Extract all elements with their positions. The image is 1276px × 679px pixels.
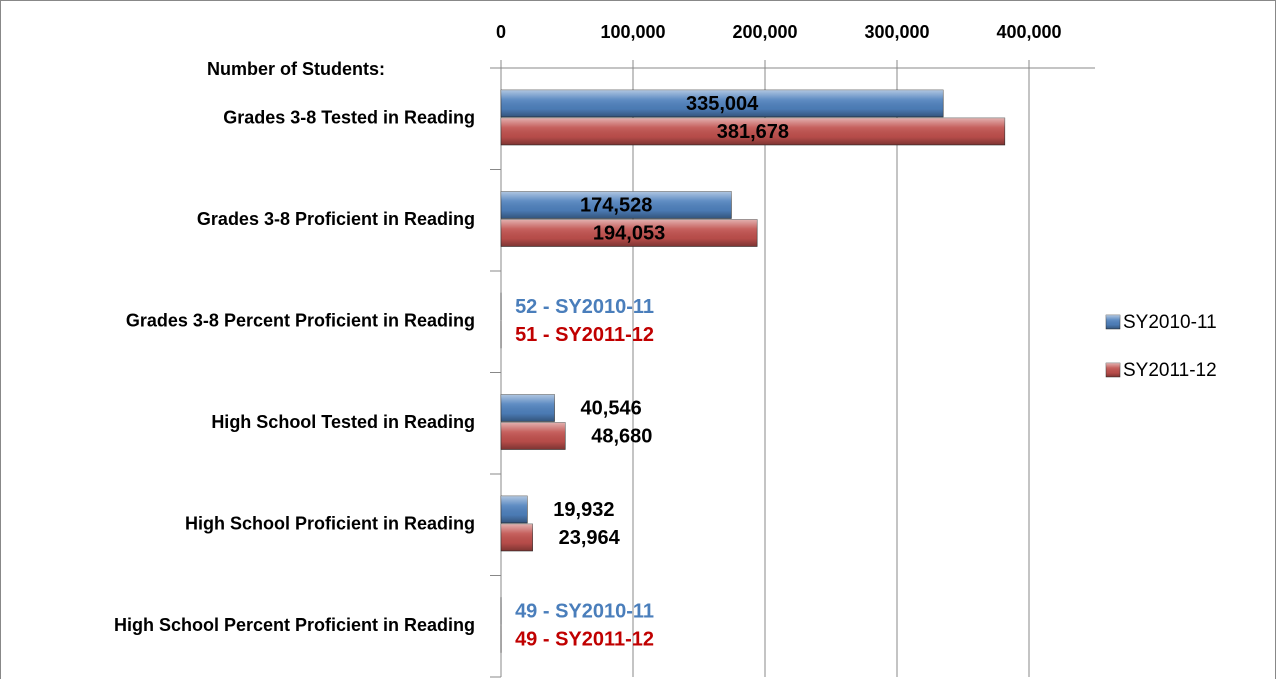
bar-shine xyxy=(501,118,1005,145)
x-tick-label: 400,000 xyxy=(996,22,1061,42)
bar-shine xyxy=(501,219,758,247)
data-label: 23,964 xyxy=(559,527,621,549)
data-label: 174,528 xyxy=(580,194,652,216)
bar-shine xyxy=(501,496,528,523)
axis-title: Number of Students: xyxy=(207,59,385,79)
data-label: 52 - SY2010-11 xyxy=(515,296,654,318)
legend-label: SY2010-11 xyxy=(1123,312,1217,333)
bar-shine xyxy=(501,422,566,450)
legend-shine xyxy=(1106,363,1120,377)
data-label: 19,932 xyxy=(553,499,614,521)
bar-shine xyxy=(501,524,533,551)
data-label: 335,004 xyxy=(686,93,759,115)
data-label: 381,678 xyxy=(717,121,789,143)
bar-shine xyxy=(501,191,732,219)
bar-shine xyxy=(501,90,944,117)
data-label: 48,680 xyxy=(591,425,652,447)
y-tick-label: Grades 3-8 Percent Proficient in Reading xyxy=(126,311,475,331)
y-tick-label: High School Tested in Reading xyxy=(211,412,475,432)
x-tick-label: 300,000 xyxy=(864,22,929,42)
x-tick-label: 200,000 xyxy=(732,22,797,42)
legend-shine xyxy=(1106,315,1120,329)
data-label: 194,053 xyxy=(593,222,665,244)
data-label: 40,546 xyxy=(581,397,642,419)
data-label: 51 - SY2011-12 xyxy=(515,324,654,346)
x-tick-label: 100,000 xyxy=(600,22,665,42)
y-tick-label: High School Proficient in Reading xyxy=(185,514,475,534)
x-tick-label: 0 xyxy=(496,22,506,42)
bar-shine xyxy=(501,394,555,422)
data-label: 49 - SY2010-11 xyxy=(515,600,654,622)
y-tick-label: High School Percent Proficient in Readin… xyxy=(114,615,475,635)
y-tick-label: Grades 3-8 Proficient in Reading xyxy=(197,209,475,229)
legend-label: SY2011-12 xyxy=(1123,360,1217,381)
data-label: 49 - SY2011-12 xyxy=(515,628,654,650)
y-tick-label: Grades 3-8 Tested in Reading xyxy=(223,108,475,128)
